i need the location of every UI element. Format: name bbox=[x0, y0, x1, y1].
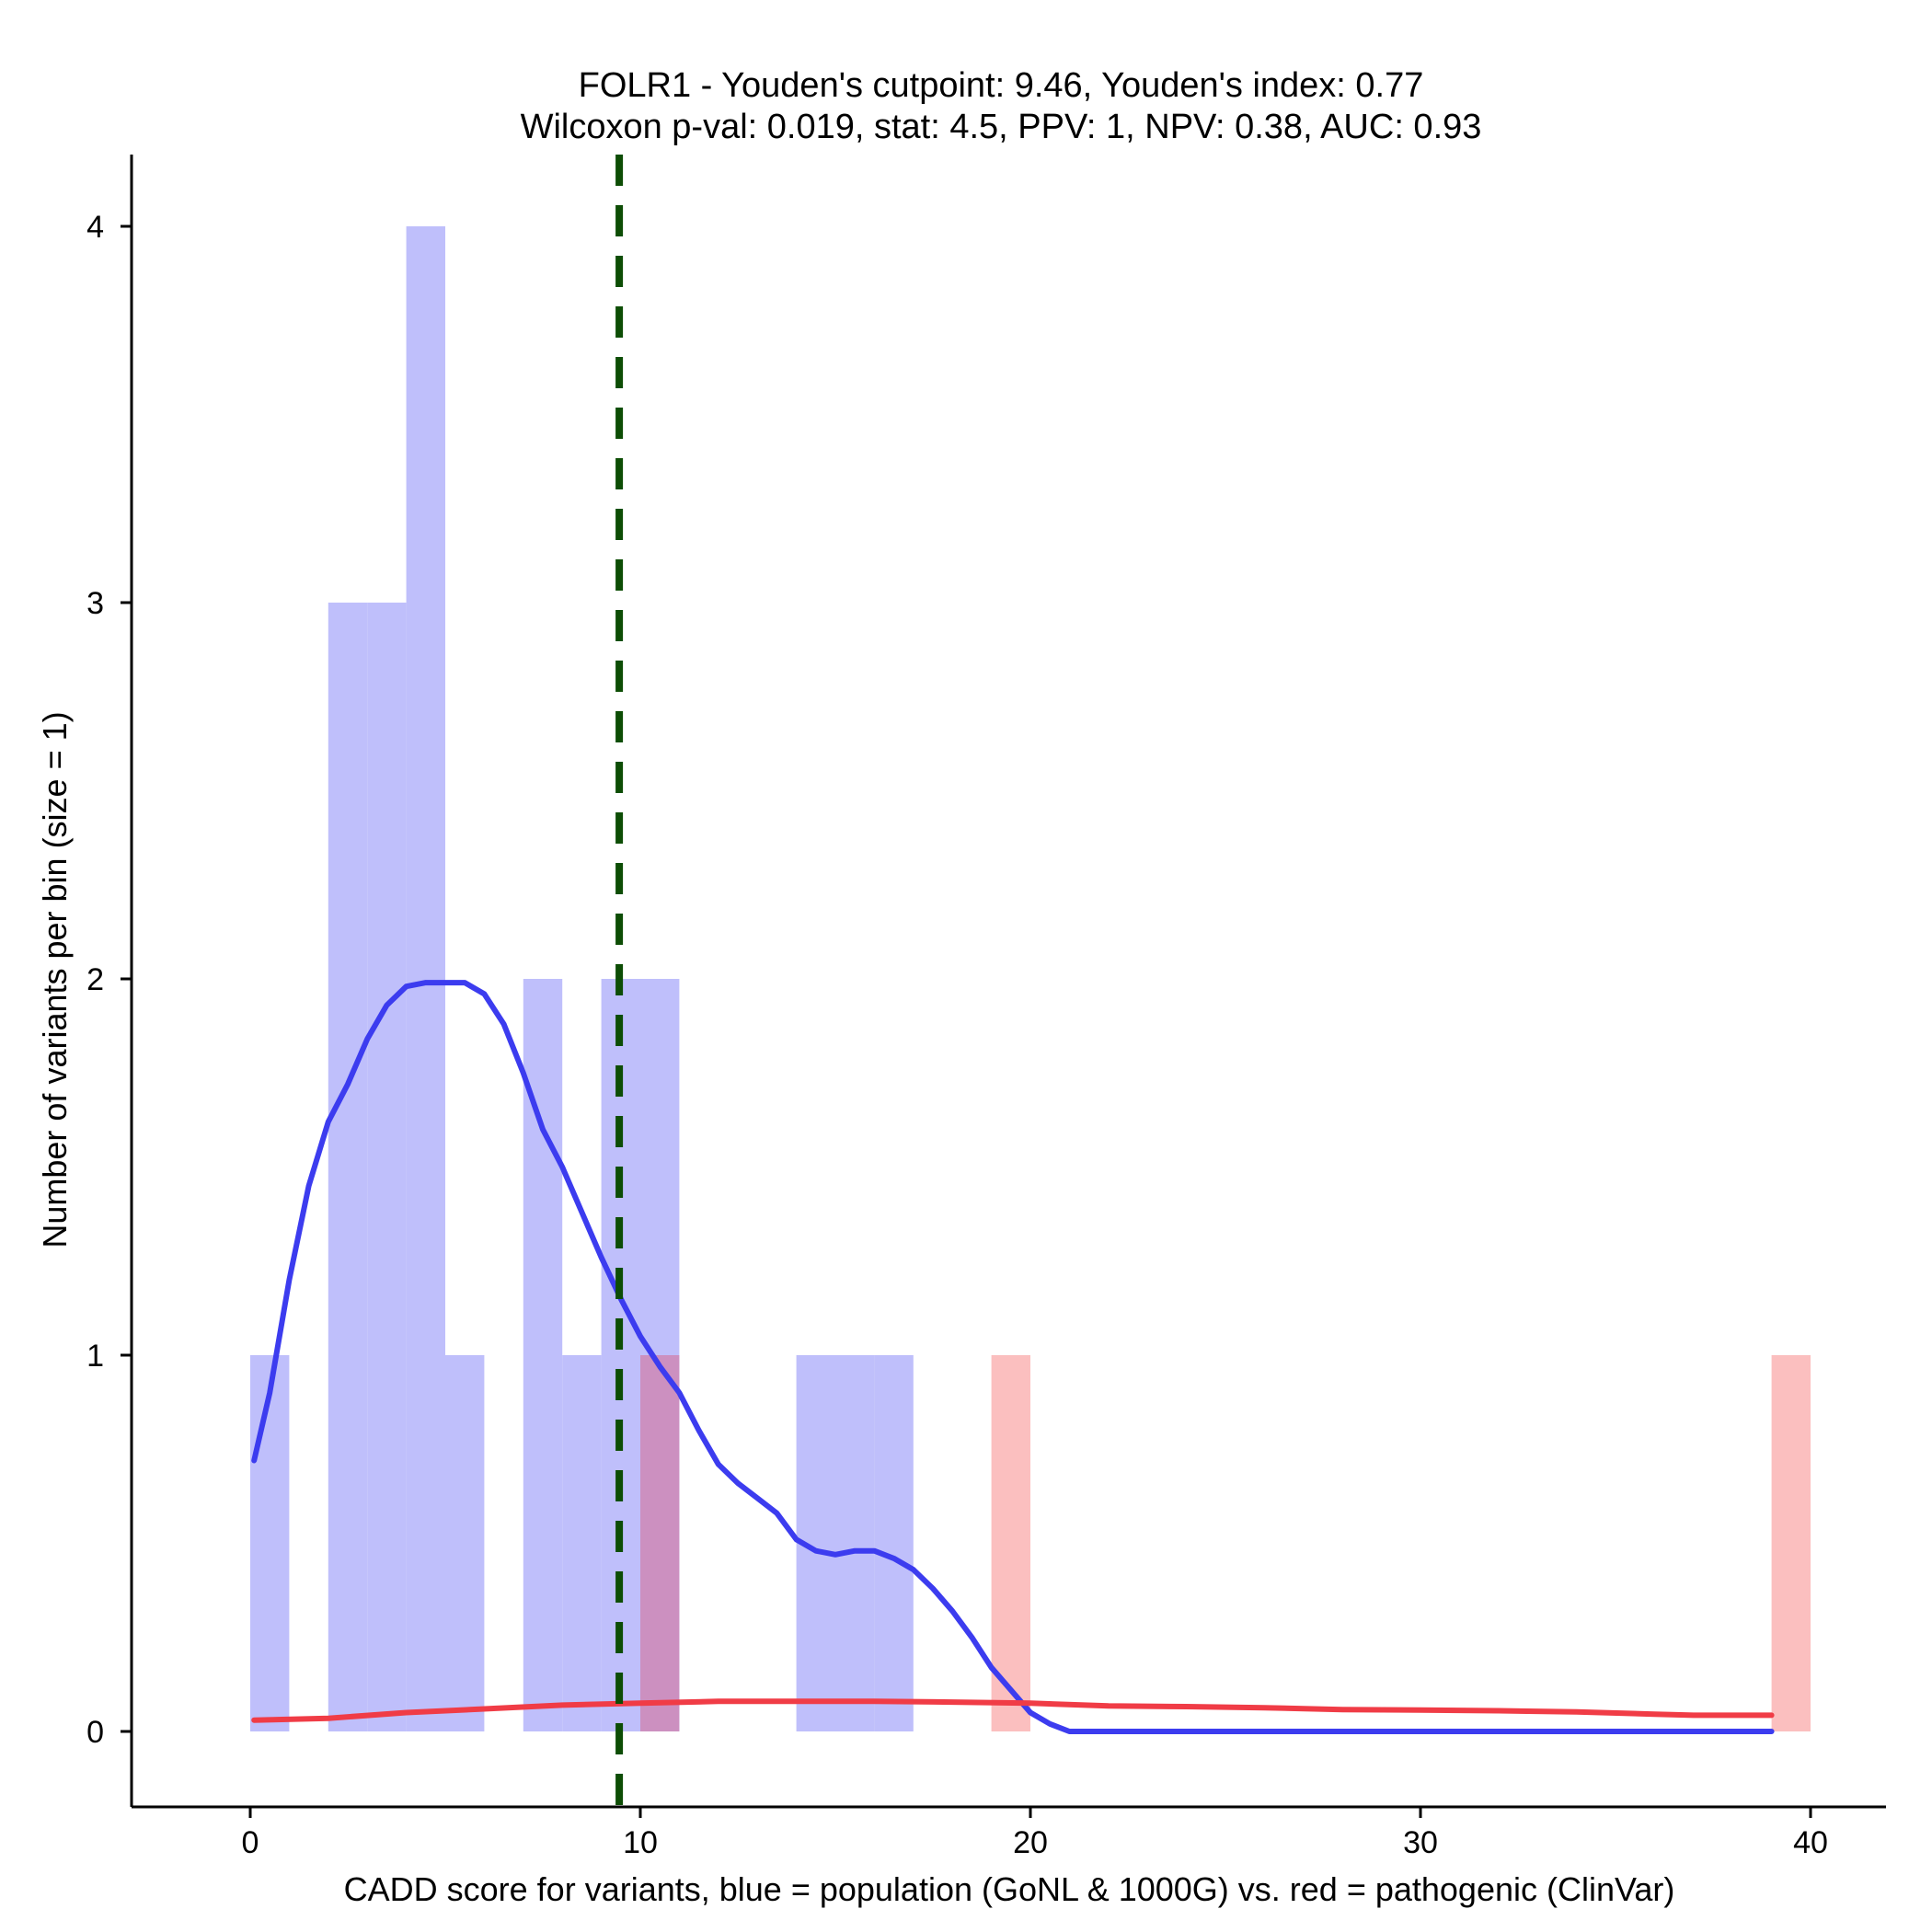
x-axis-title: CADD score for variants, blue = populati… bbox=[344, 1870, 1675, 1908]
pathogenic-bar bbox=[1771, 1355, 1811, 1731]
axis-ticks: 0 10 20 30 40 0 1 2 3 4 bbox=[86, 210, 1828, 1860]
population-bar bbox=[250, 1355, 290, 1731]
density-curves bbox=[251, 980, 1775, 1734]
pathogenic-bar bbox=[991, 1355, 1030, 1731]
histogram-bars bbox=[250, 226, 1811, 1731]
x-tick-label: 10 bbox=[623, 1825, 658, 1860]
pathogenic-density-line bbox=[251, 1698, 1775, 1723]
x-tick-label: 20 bbox=[1013, 1825, 1048, 1860]
x-tick-label: 40 bbox=[1793, 1825, 1828, 1860]
population-bar bbox=[523, 979, 563, 1731]
pathogenic-bar bbox=[640, 1355, 680, 1731]
axes bbox=[130, 155, 1886, 1809]
chart-title: FOLR1 - Youden's cutpoint: 9.46, Youden'… bbox=[579, 66, 1424, 105]
population-bar bbox=[601, 979, 640, 1731]
y-axis-title: Number of variants per bin (size = 1) bbox=[36, 711, 74, 1248]
population-bar bbox=[562, 1355, 602, 1731]
x-tick-label: 0 bbox=[242, 1825, 259, 1860]
y-tick-label: 1 bbox=[86, 1339, 104, 1374]
population-bar bbox=[445, 1355, 485, 1731]
x-tick-label: 30 bbox=[1403, 1825, 1438, 1860]
population-bar bbox=[406, 226, 445, 1731]
population-bar bbox=[835, 1355, 875, 1731]
y-tick-label: 0 bbox=[86, 1715, 104, 1750]
y-tick-label: 3 bbox=[86, 586, 104, 621]
population-bar bbox=[367, 603, 407, 1731]
population-density-line bbox=[251, 980, 1775, 1734]
y-tick-label: 4 bbox=[86, 210, 104, 245]
y-tick-label: 2 bbox=[86, 962, 104, 997]
population-bar bbox=[874, 1355, 914, 1731]
chart-subtitle: Wilcoxon p-val: 0.019, stat: 4.5, PPV: 1… bbox=[521, 108, 1482, 146]
population-bar bbox=[328, 603, 368, 1731]
